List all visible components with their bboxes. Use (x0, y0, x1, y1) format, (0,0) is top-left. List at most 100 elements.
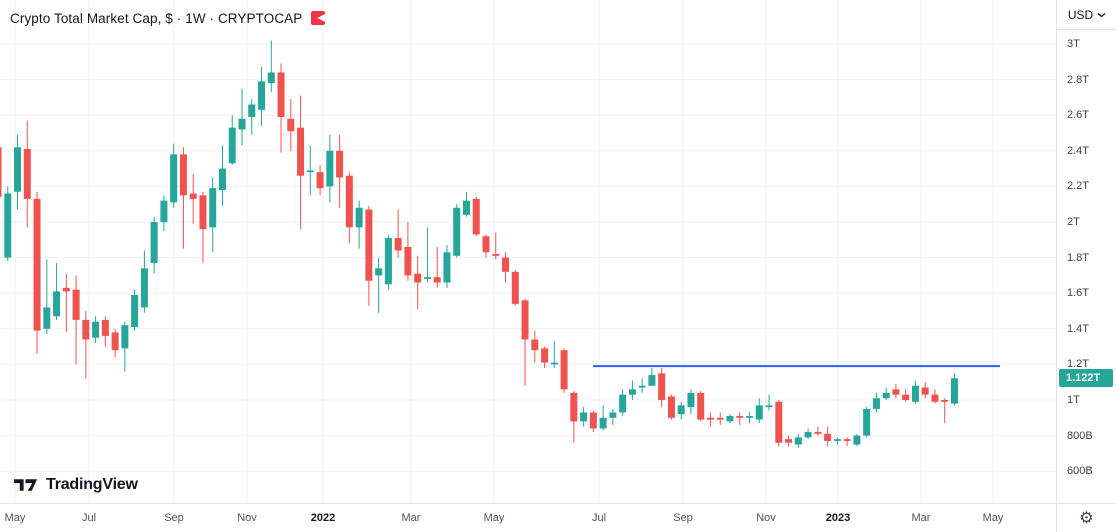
candle-body (121, 325, 129, 349)
candle-body (706, 417, 714, 420)
candle-wick (768, 394, 770, 411)
candle-body (326, 150, 334, 187)
price-scale[interactable]: 1.122T 3T 2.8T 2.6T 2.4T 2.2T 2T 1.8T 1.6T 1.4T 1… (1057, 30, 1116, 503)
candle-body (550, 362, 558, 365)
candle-wick (270, 40, 272, 93)
chart-settings-button[interactable]: ⚙ (1056, 504, 1116, 532)
price-tick-label: 1T (1067, 394, 1080, 406)
candle-body (599, 417, 607, 429)
symbol-flag-icon (311, 11, 326, 25)
chart-legend[interactable]: Crypto Total Market Cap, $ · 1W · CRYPTO… (10, 9, 326, 27)
candle-body (101, 319, 109, 336)
candle-body (794, 437, 802, 445)
candle-body (736, 416, 744, 418)
candle-body (0, 147, 2, 198)
candle-body (179, 154, 187, 196)
candle-body (785, 439, 793, 443)
candle-body (570, 392, 578, 422)
candle-body (375, 268, 383, 276)
candle-body (297, 127, 305, 176)
candle-body (697, 392, 705, 420)
candle-body (589, 412, 597, 429)
candle-body (687, 392, 695, 408)
price-tick-label: 3T (1067, 38, 1080, 50)
candle-body (950, 378, 958, 404)
candle-body (62, 287, 70, 292)
candle-body (443, 252, 451, 283)
candle-body (414, 273, 422, 283)
candle-body (170, 154, 178, 203)
candle-wick (85, 311, 87, 379)
price-axis: USD 1.122T 3T 2.8T 2.6T 2.4T 2.2T 2T 1.8T 1.6T 1… (1056, 0, 1116, 503)
candle-body (306, 170, 314, 173)
candle-body (658, 373, 666, 400)
tradingview-logo[interactable]: TradingView (14, 475, 138, 495)
candle-body (355, 207, 363, 228)
candle-body (863, 408, 871, 436)
candle-body (560, 350, 568, 390)
candle-wick (241, 88, 243, 146)
candle-body (453, 207, 461, 256)
candle-body (882, 392, 890, 399)
price-tick-label: 2.4T (1067, 144, 1090, 157)
candle-body (472, 198, 480, 235)
candle-body (365, 209, 373, 281)
candle-body (199, 195, 207, 230)
candle-body (541, 348, 549, 363)
candle-wick (739, 412, 741, 425)
time-tick-label: May (483, 512, 505, 524)
candle-wick (417, 255, 419, 310)
candle-wick (182, 147, 184, 249)
price-tick-label: 1.2T (1067, 358, 1090, 371)
candle-body (638, 385, 646, 388)
time-tick-label: Mar (401, 512, 421, 524)
candle-body (931, 394, 939, 402)
candle-wick (426, 227, 428, 283)
candle-body (209, 188, 217, 228)
price-tick-label: 2.8T (1067, 73, 1090, 86)
price-tick-label: 2.2T (1067, 180, 1090, 193)
candle-wick (436, 246, 438, 288)
candle-wick (846, 437, 848, 447)
candle-body (140, 268, 148, 308)
candle-body (248, 104, 256, 117)
tv-logo-text: TradingView (46, 476, 138, 493)
price-tick-label: 2.6T (1067, 109, 1090, 122)
time-tick-label: Jul (81, 512, 97, 524)
price-tick-label: 800B (1067, 429, 1093, 442)
candle-body (853, 435, 861, 445)
candle-body (511, 271, 519, 304)
candle-body (14, 147, 22, 192)
candle-body (287, 118, 295, 132)
candle-body (824, 433, 832, 441)
time-tick-label: Nov (237, 512, 257, 524)
last-price-badge: 1.122T (1059, 369, 1113, 388)
candle-body (872, 398, 880, 409)
candle-wick (944, 398, 946, 424)
candle-body (531, 339, 539, 351)
chart-plot-area[interactable] (0, 0, 1056, 503)
candle-wick (397, 209, 399, 258)
candle-body (746, 416, 754, 418)
candle-body (92, 321, 100, 338)
candle-body (726, 416, 734, 422)
currency-dropdown[interactable]: USD (1057, 0, 1116, 30)
time-tick-label: 2023 (825, 512, 851, 524)
chart-title[interactable]: Crypto Total Market Cap, $ · 1W · CRYPTO… (10, 10, 303, 26)
candle-body (72, 289, 80, 320)
candle-body (765, 405, 773, 408)
candle-body (921, 387, 929, 395)
candle-wick (495, 232, 497, 260)
candle-body (843, 439, 851, 441)
price-tick-label: 1.8T (1067, 251, 1090, 264)
candle-body (345, 175, 353, 228)
candle-wick (378, 257, 380, 313)
chart-canvas[interactable] (0, 0, 1056, 503)
candle-body (404, 246, 412, 276)
candle-body (228, 127, 236, 164)
candle-body (775, 401, 783, 443)
candle-body (462, 200, 470, 215)
price-tick-label: 1.4T (1067, 322, 1090, 335)
time-axis[interactable]: ⚙ May Jul Sep Nov 2022 Mar May Jul Sep Nov 2023 Mar… (0, 503, 1116, 532)
price-tick-label: 1.6T (1067, 287, 1090, 300)
